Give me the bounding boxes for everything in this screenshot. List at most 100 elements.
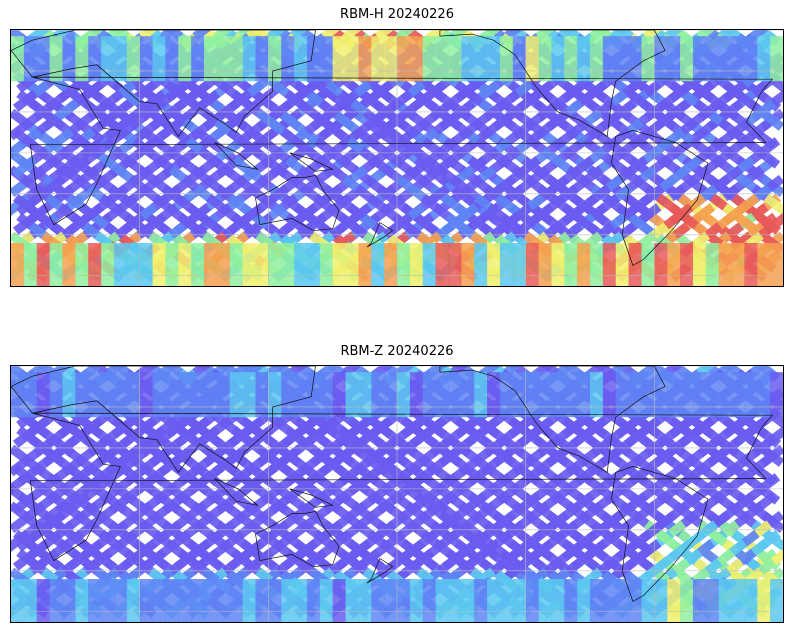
swath-cell (680, 242, 694, 286)
swath-cell (731, 242, 745, 286)
swath-cell (525, 372, 540, 418)
swath-cell (229, 578, 244, 622)
swath-cell (332, 36, 347, 82)
swath-cell (692, 578, 707, 622)
swath-cell (242, 242, 256, 286)
swath-cell (255, 36, 269, 82)
swath-cell (499, 242, 514, 286)
swath-cell (641, 578, 655, 622)
swath-cell (216, 372, 231, 418)
swath-cell (11, 578, 25, 622)
swath-cell (306, 36, 321, 82)
swath-cell (88, 36, 102, 82)
swath-cell (49, 578, 63, 622)
swath-cell (705, 36, 720, 82)
gridlines (11, 30, 783, 286)
swath-segment (11, 118, 33, 141)
swath-cell (345, 578, 359, 622)
coastline-path (29, 412, 774, 562)
swath-cell (705, 372, 720, 418)
swath-cell (667, 242, 681, 286)
swath-cell (551, 242, 565, 286)
swath-cell (319, 578, 334, 622)
swath-cell (731, 578, 745, 622)
swath-segment (751, 463, 777, 486)
swath-cell (409, 578, 424, 622)
swath-cell (281, 372, 295, 418)
swath-cell (705, 242, 720, 286)
swath-cell (139, 242, 154, 286)
swath-cell (178, 372, 192, 418)
swath-segment (16, 193, 42, 216)
swath-cell (667, 372, 681, 418)
swath-cell (744, 36, 758, 82)
swath-cell (152, 242, 166, 286)
swath-cell (23, 372, 38, 418)
coastline-path (11, 30, 316, 138)
swath-segment (751, 127, 777, 150)
swath-cell (345, 372, 359, 418)
swath-cell (590, 36, 604, 82)
polar-bands (11, 372, 783, 622)
swath-cell (499, 578, 514, 622)
swath-cell (268, 36, 282, 82)
swath-cell (435, 372, 449, 418)
swath-cell (332, 242, 347, 286)
swath-cell (757, 372, 771, 418)
swath-cell (757, 242, 771, 286)
swath-segment (763, 193, 783, 216)
swath-cell (139, 36, 154, 82)
swath-segment (11, 137, 30, 159)
swath-cell (577, 242, 591, 286)
swath-cell (126, 36, 141, 82)
swath-cell (397, 36, 411, 82)
swath-cell (88, 372, 102, 418)
swath-cell (577, 372, 591, 418)
swath-cell (551, 578, 565, 622)
swath-cell (628, 372, 642, 418)
swath-cell (744, 578, 758, 622)
swath-cell (590, 242, 604, 286)
swath-cell (139, 372, 154, 418)
swath-cell (487, 36, 501, 82)
panel-title-rbm-z: RBM-Z 20240226 (340, 344, 454, 359)
swath-cell (11, 242, 25, 286)
swath-cell (577, 578, 591, 622)
swath-cell (294, 242, 308, 286)
swath-cell (615, 578, 630, 622)
swath-cell (538, 372, 552, 418)
swath-map-rbm-z (11, 366, 783, 622)
swath-cell (268, 372, 282, 418)
swath-cell (409, 36, 424, 82)
swath-cell (191, 578, 205, 622)
swath-cell (538, 578, 552, 622)
swath-cell (126, 242, 141, 286)
swath-cell (435, 578, 449, 622)
swath-cell (165, 372, 179, 418)
swath-cell (564, 372, 578, 418)
swath-cell (126, 372, 141, 418)
swath-cell (409, 372, 424, 418)
swath-cell (358, 36, 372, 82)
coastline-path (439, 30, 666, 138)
swath-cell (461, 36, 475, 82)
swath-cell (474, 36, 488, 82)
swath-cell (461, 372, 475, 418)
swath-cell (448, 36, 462, 82)
swath-cell (101, 578, 115, 622)
coastline-path (366, 557, 394, 584)
swath-cell (680, 578, 694, 622)
swath-cell (101, 372, 115, 418)
swath-cell (319, 242, 334, 286)
swath-cell (358, 242, 372, 286)
swath-segment (11, 454, 33, 477)
swath-cell (268, 578, 282, 622)
swath-cell (641, 242, 655, 286)
map-panel-rbm-z (10, 365, 784, 623)
swath-cell (332, 578, 347, 622)
swath-cell (757, 578, 771, 622)
swath-cell (525, 578, 540, 622)
swath-cell (255, 242, 269, 286)
swath-cell (332, 372, 347, 418)
swath-cell (448, 372, 462, 418)
